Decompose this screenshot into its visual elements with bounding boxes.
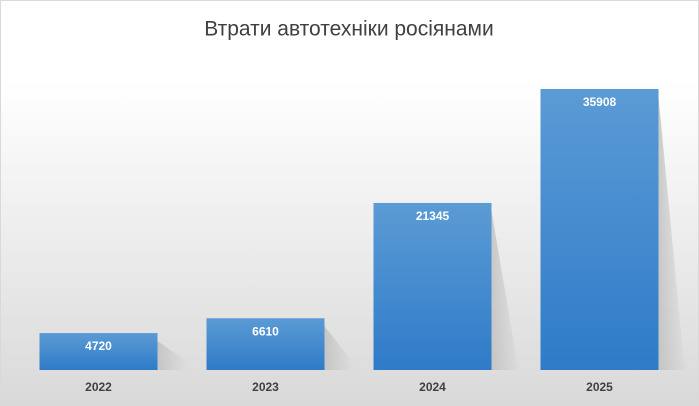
bar-shadow <box>658 97 689 370</box>
data-label: 4720 <box>85 339 112 353</box>
chart-title: Втрати автотехніки росіянами <box>204 18 493 41</box>
x-tick-label: 2025 <box>586 380 613 394</box>
bar <box>39 333 158 370</box>
bar <box>540 89 659 370</box>
bar-shadow <box>324 326 355 370</box>
bar-shadow <box>157 341 188 370</box>
x-tick-label: 2023 <box>252 380 279 394</box>
bar <box>206 318 325 370</box>
x-tick-label: 2022 <box>85 380 112 394</box>
data-label: 6610 <box>252 324 279 338</box>
data-label: 35908 <box>583 95 617 109</box>
data-label: 21345 <box>416 209 450 223</box>
bar-shadow <box>491 210 522 370</box>
x-tick-label: 2024 <box>419 380 446 394</box>
bar <box>373 202 492 370</box>
